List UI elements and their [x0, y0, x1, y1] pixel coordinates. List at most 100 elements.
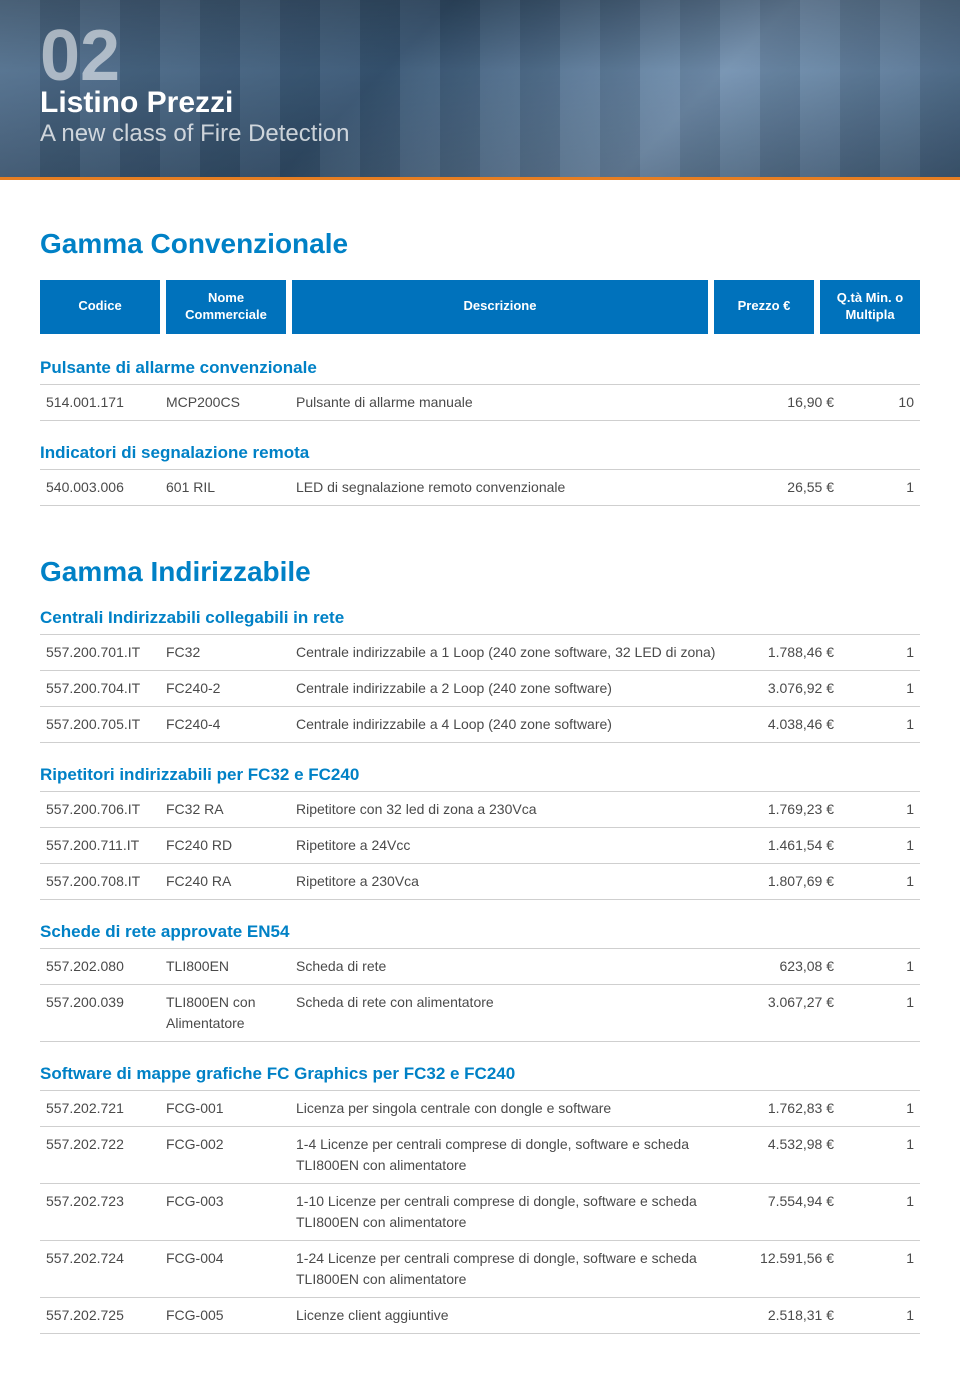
table-row: 557.202.721FCG-001Licenza per singola ce… — [40, 1090, 920, 1126]
cell-price: 26,55 € — [730, 469, 840, 505]
cell-qty: 1 — [840, 1090, 920, 1126]
table-row: 557.202.080TLI800ENScheda di rete623,08 … — [40, 948, 920, 984]
column-header-row: Codice Nome Commerciale Descrizione Prez… — [40, 280, 920, 334]
col-header-name: Nome Commerciale — [166, 280, 286, 334]
table-row: 557.200.705.ITFC240-4Centrale indirizzab… — [40, 706, 920, 742]
cell-code: 557.202.723 — [40, 1183, 160, 1240]
cell-code: 514.001.171 — [40, 384, 160, 420]
cell-price: 12.591,56 € — [730, 1240, 840, 1297]
cell-code: 557.200.701.IT — [40, 634, 160, 670]
table-row: 557.202.723FCG-0031-10 Licenze per centr… — [40, 1183, 920, 1240]
col-header-qty: Q.tà Min. o Multipla — [820, 280, 920, 334]
cell-code: 557.200.039 — [40, 984, 160, 1041]
cell-name: FCG-004 — [160, 1240, 290, 1297]
cell-code: 557.200.705.IT — [40, 706, 160, 742]
cell-qty: 1 — [840, 827, 920, 863]
cell-name: FCG-002 — [160, 1126, 290, 1183]
table-row: 557.200.039TLI800EN con AlimentatoreSche… — [40, 984, 920, 1041]
cell-qty: 1 — [840, 1297, 920, 1333]
table-row: 557.200.704.ITFC240-2Centrale indirizzab… — [40, 670, 920, 706]
cell-price: 2.518,31 € — [730, 1297, 840, 1333]
cell-name: FC32 RA — [160, 791, 290, 827]
cell-price: 3.067,27 € — [730, 984, 840, 1041]
cell-price: 4.038,46 € — [730, 706, 840, 742]
cell-desc: Ripetitore a 24Vcc — [290, 827, 730, 863]
table-row: 540.003.006601 RILLED di segnalazione re… — [40, 469, 920, 505]
cell-code: 557.200.704.IT — [40, 670, 160, 706]
cell-name: TLI800EN — [160, 948, 290, 984]
cell-qty: 1 — [840, 948, 920, 984]
cell-name: FC32 — [160, 634, 290, 670]
cell-desc: 1-24 Licenze per centrali comprese di do… — [290, 1240, 730, 1297]
cell-qty: 1 — [840, 706, 920, 742]
cell-qty: 1 — [840, 469, 920, 505]
cell-price: 1.461,54 € — [730, 827, 840, 863]
table-row: 557.202.724FCG-0041-24 Licenze per centr… — [40, 1240, 920, 1297]
hero-banner: 02 Listino Prezzi A new class of Fire De… — [0, 0, 960, 180]
cell-name: FC240 RD — [160, 827, 290, 863]
cell-name: FCG-003 — [160, 1183, 290, 1240]
cell-price: 1.807,69 € — [730, 863, 840, 899]
price-table: 557.202.721FCG-001Licenza per singola ce… — [40, 1090, 920, 1334]
cell-code: 557.200.706.IT — [40, 791, 160, 827]
cell-qty: 1 — [840, 634, 920, 670]
cell-price: 16,90 € — [730, 384, 840, 420]
cell-name: FC240-2 — [160, 670, 290, 706]
cell-desc: Scheda di rete con alimentatore — [290, 984, 730, 1041]
cell-code: 557.202.724 — [40, 1240, 160, 1297]
table-row: 557.202.725FCG-005Licenze client aggiunt… — [40, 1297, 920, 1333]
cell-desc: Centrale indirizzabile a 4 Loop (240 zon… — [290, 706, 730, 742]
table-row: 557.200.711.ITFC240 RDRipetitore a 24Vcc… — [40, 827, 920, 863]
price-table: 557.202.080TLI800ENScheda di rete623,08 … — [40, 948, 920, 1042]
cell-price: 1.762,83 € — [730, 1090, 840, 1126]
cell-desc: Licenze client aggiuntive — [290, 1297, 730, 1333]
cell-name: FCG-005 — [160, 1297, 290, 1333]
cell-name: TLI800EN con Alimentatore — [160, 984, 290, 1041]
cell-price: 3.076,92 € — [730, 670, 840, 706]
table-row: 557.200.701.ITFC32Centrale indirizzabile… — [40, 634, 920, 670]
group-heading-indirizzabile: Gamma Indirizzabile — [40, 556, 920, 588]
cell-price: 623,08 € — [730, 948, 840, 984]
cell-name: FCG-001 — [160, 1090, 290, 1126]
section-title: Schede di rete approvate EN54 — [40, 922, 920, 942]
group-convenzionale-sections: Pulsante di allarme convenzionale 514.001… — [40, 358, 920, 506]
price-table: 514.001.171MCP200CSPulsante di allarme m… — [40, 384, 920, 421]
group-heading-convenzionale: Gamma Convenzionale — [40, 228, 920, 260]
cell-price: 1.769,23 € — [730, 791, 840, 827]
page-body: Gamma Convenzionale Codice Nome Commerci… — [0, 180, 960, 1394]
cell-qty: 10 — [840, 384, 920, 420]
cell-price: 7.554,94 € — [730, 1183, 840, 1240]
cell-desc: LED di segnalazione remoto convenzionale — [290, 469, 730, 505]
cell-desc: Centrale indirizzabile a 2 Loop (240 zon… — [290, 670, 730, 706]
cell-code: 557.202.721 — [40, 1090, 160, 1126]
page-subtitle: A new class of Fire Detection — [40, 120, 920, 148]
section-title: Pulsante di allarme convenzionale — [40, 358, 920, 378]
cell-qty: 1 — [840, 863, 920, 899]
section-title: Indicatori di segnalazione remota — [40, 443, 920, 463]
cell-desc: Scheda di rete — [290, 948, 730, 984]
cell-qty: 1 — [840, 1240, 920, 1297]
section-title: Centrali Indirizzabili collegabili in re… — [40, 608, 920, 628]
cell-desc: Centrale indirizzabile a 1 Loop (240 zon… — [290, 634, 730, 670]
price-table: 557.200.701.ITFC32Centrale indirizzabile… — [40, 634, 920, 743]
chapter-number: 02 — [40, 20, 920, 92]
cell-qty: 1 — [840, 670, 920, 706]
table-row: 557.202.722FCG-0021-4 Licenze per centra… — [40, 1126, 920, 1183]
cell-desc: Pulsante di allarme manuale — [290, 384, 730, 420]
cell-code: 540.003.006 — [40, 469, 160, 505]
cell-desc: 1-10 Licenze per centrali comprese di do… — [290, 1183, 730, 1240]
col-header-desc: Descrizione — [292, 280, 708, 334]
cell-price: 1.788,46 € — [730, 634, 840, 670]
price-table: 557.200.706.ITFC32 RARipetitore con 32 l… — [40, 791, 920, 900]
cell-qty: 1 — [840, 791, 920, 827]
cell-name: FC240 RA — [160, 863, 290, 899]
group-indirizzabile-sections: Centrali Indirizzabili collegabili in re… — [40, 608, 920, 1334]
cell-qty: 1 — [840, 1126, 920, 1183]
section-title: Software di mappe grafiche FC Graphics p… — [40, 1064, 920, 1084]
cell-qty: 1 — [840, 1183, 920, 1240]
page-title: Listino Prezzi — [40, 86, 920, 120]
cell-desc: Licenza per singola centrale con dongle … — [290, 1090, 730, 1126]
cell-desc: 1-4 Licenze per centrali comprese di don… — [290, 1126, 730, 1183]
table-row: 557.200.706.ITFC32 RARipetitore con 32 l… — [40, 791, 920, 827]
cell-code: 557.200.711.IT — [40, 827, 160, 863]
